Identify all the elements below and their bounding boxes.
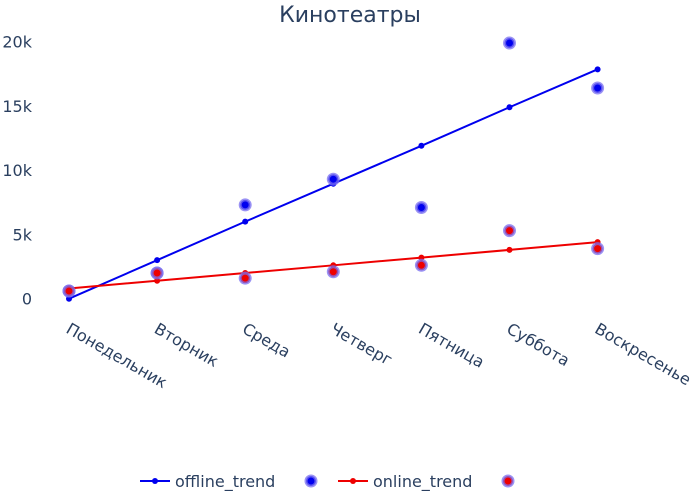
x-tick-label: Воскресенье xyxy=(592,319,695,389)
data-point xyxy=(154,257,161,264)
legend-item[interactable]: online_trend xyxy=(338,472,472,492)
legend[interactable]: offline_trend online_trend xyxy=(140,472,515,492)
y-tick-label: 0 xyxy=(22,290,32,309)
data-point xyxy=(418,142,425,149)
scatter-point xyxy=(503,224,516,238)
scatter-point xyxy=(414,200,428,214)
y-tick-label: 10k xyxy=(2,161,32,180)
legend-marker xyxy=(350,478,356,484)
scatter-point xyxy=(326,265,340,279)
scatter-point xyxy=(326,172,340,186)
y-tick-label: 5k xyxy=(13,225,33,244)
chart-title: Кинотеатры xyxy=(279,3,421,28)
data-point xyxy=(506,104,513,111)
scatter-point xyxy=(591,81,605,95)
data-point xyxy=(506,246,513,253)
x-tick-label: Суббота xyxy=(504,319,574,370)
y-axis: 0 5k 10k 15k 20k xyxy=(2,33,32,309)
legend-marker xyxy=(501,474,515,488)
scatter-point xyxy=(62,284,76,298)
series-markers-1 xyxy=(62,36,605,298)
y-tick-label: 15k xyxy=(2,97,32,116)
y-tick-label: 20k xyxy=(2,33,32,52)
legend-item[interactable]: offline_trend xyxy=(140,472,275,492)
scatter-point xyxy=(238,271,252,285)
data-point xyxy=(594,66,601,73)
legend-marker xyxy=(152,478,158,484)
x-tick-label: Пятница xyxy=(415,319,487,372)
scatter-point xyxy=(591,242,605,256)
legend-marker xyxy=(304,474,318,488)
scatter-point xyxy=(503,36,516,50)
x-tick-label: Четверг xyxy=(327,319,395,369)
legend-label: online_trend xyxy=(373,472,472,492)
plot-area xyxy=(62,36,605,302)
scatter-point xyxy=(414,258,428,272)
legend-label: offline_trend xyxy=(175,472,275,492)
x-tick-label: Среда xyxy=(239,319,294,361)
legend-item[interactable] xyxy=(501,474,515,488)
legend-item[interactable] xyxy=(304,474,318,488)
scatter-point xyxy=(238,198,252,212)
x-tick-label: Вторник xyxy=(151,319,222,371)
series-markers-3 xyxy=(62,224,605,298)
scatter-point xyxy=(150,266,164,280)
data-point xyxy=(242,218,249,225)
